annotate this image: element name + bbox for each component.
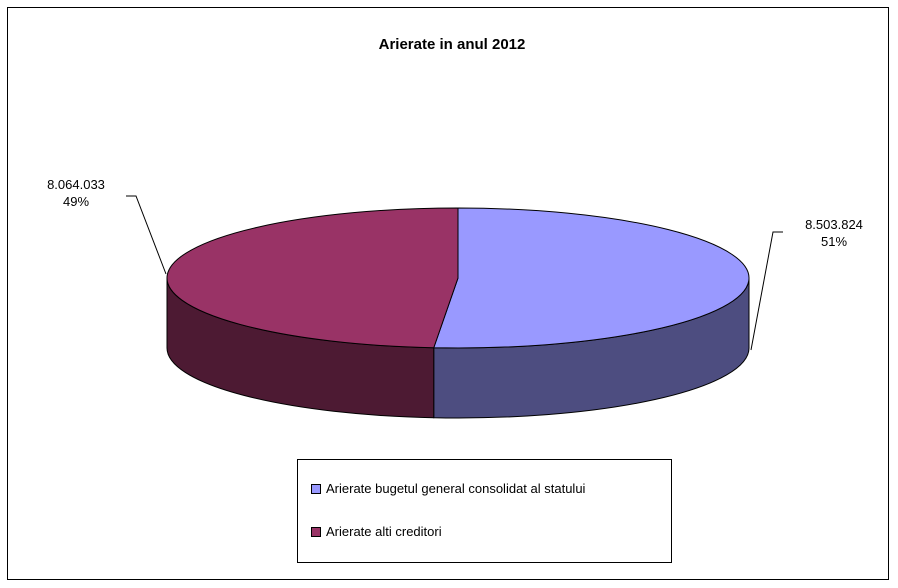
legend-item-0: Arierate bugetul general consolidat al s…: [311, 481, 585, 496]
leader-line-0: [750, 231, 783, 351]
legend-swatch-0: [311, 483, 321, 494]
legend: Arierate bugetul general consolidat al s…: [297, 459, 672, 563]
leader-line-1: [126, 195, 167, 275]
data-label-percent-1: 49%: [63, 194, 89, 209]
legend-item-1: Arierate alti creditori: [311, 524, 442, 539]
pie-slice-1: [166, 207, 459, 349]
data-label-percent-0: 51%: [821, 234, 847, 249]
data-label-value-0: 8.503.824: [805, 217, 863, 232]
data-label-value-1: 8.064.033: [47, 177, 105, 192]
legend-swatch-1: [311, 526, 321, 537]
legend-label-0: Arierate bugetul general consolidat al s…: [326, 481, 586, 496]
pie-slice-0: [433, 207, 750, 349]
chart-title: Arierate in anul 2012: [379, 36, 526, 53]
legend-label-1: Arierate alti creditori: [326, 524, 442, 539]
